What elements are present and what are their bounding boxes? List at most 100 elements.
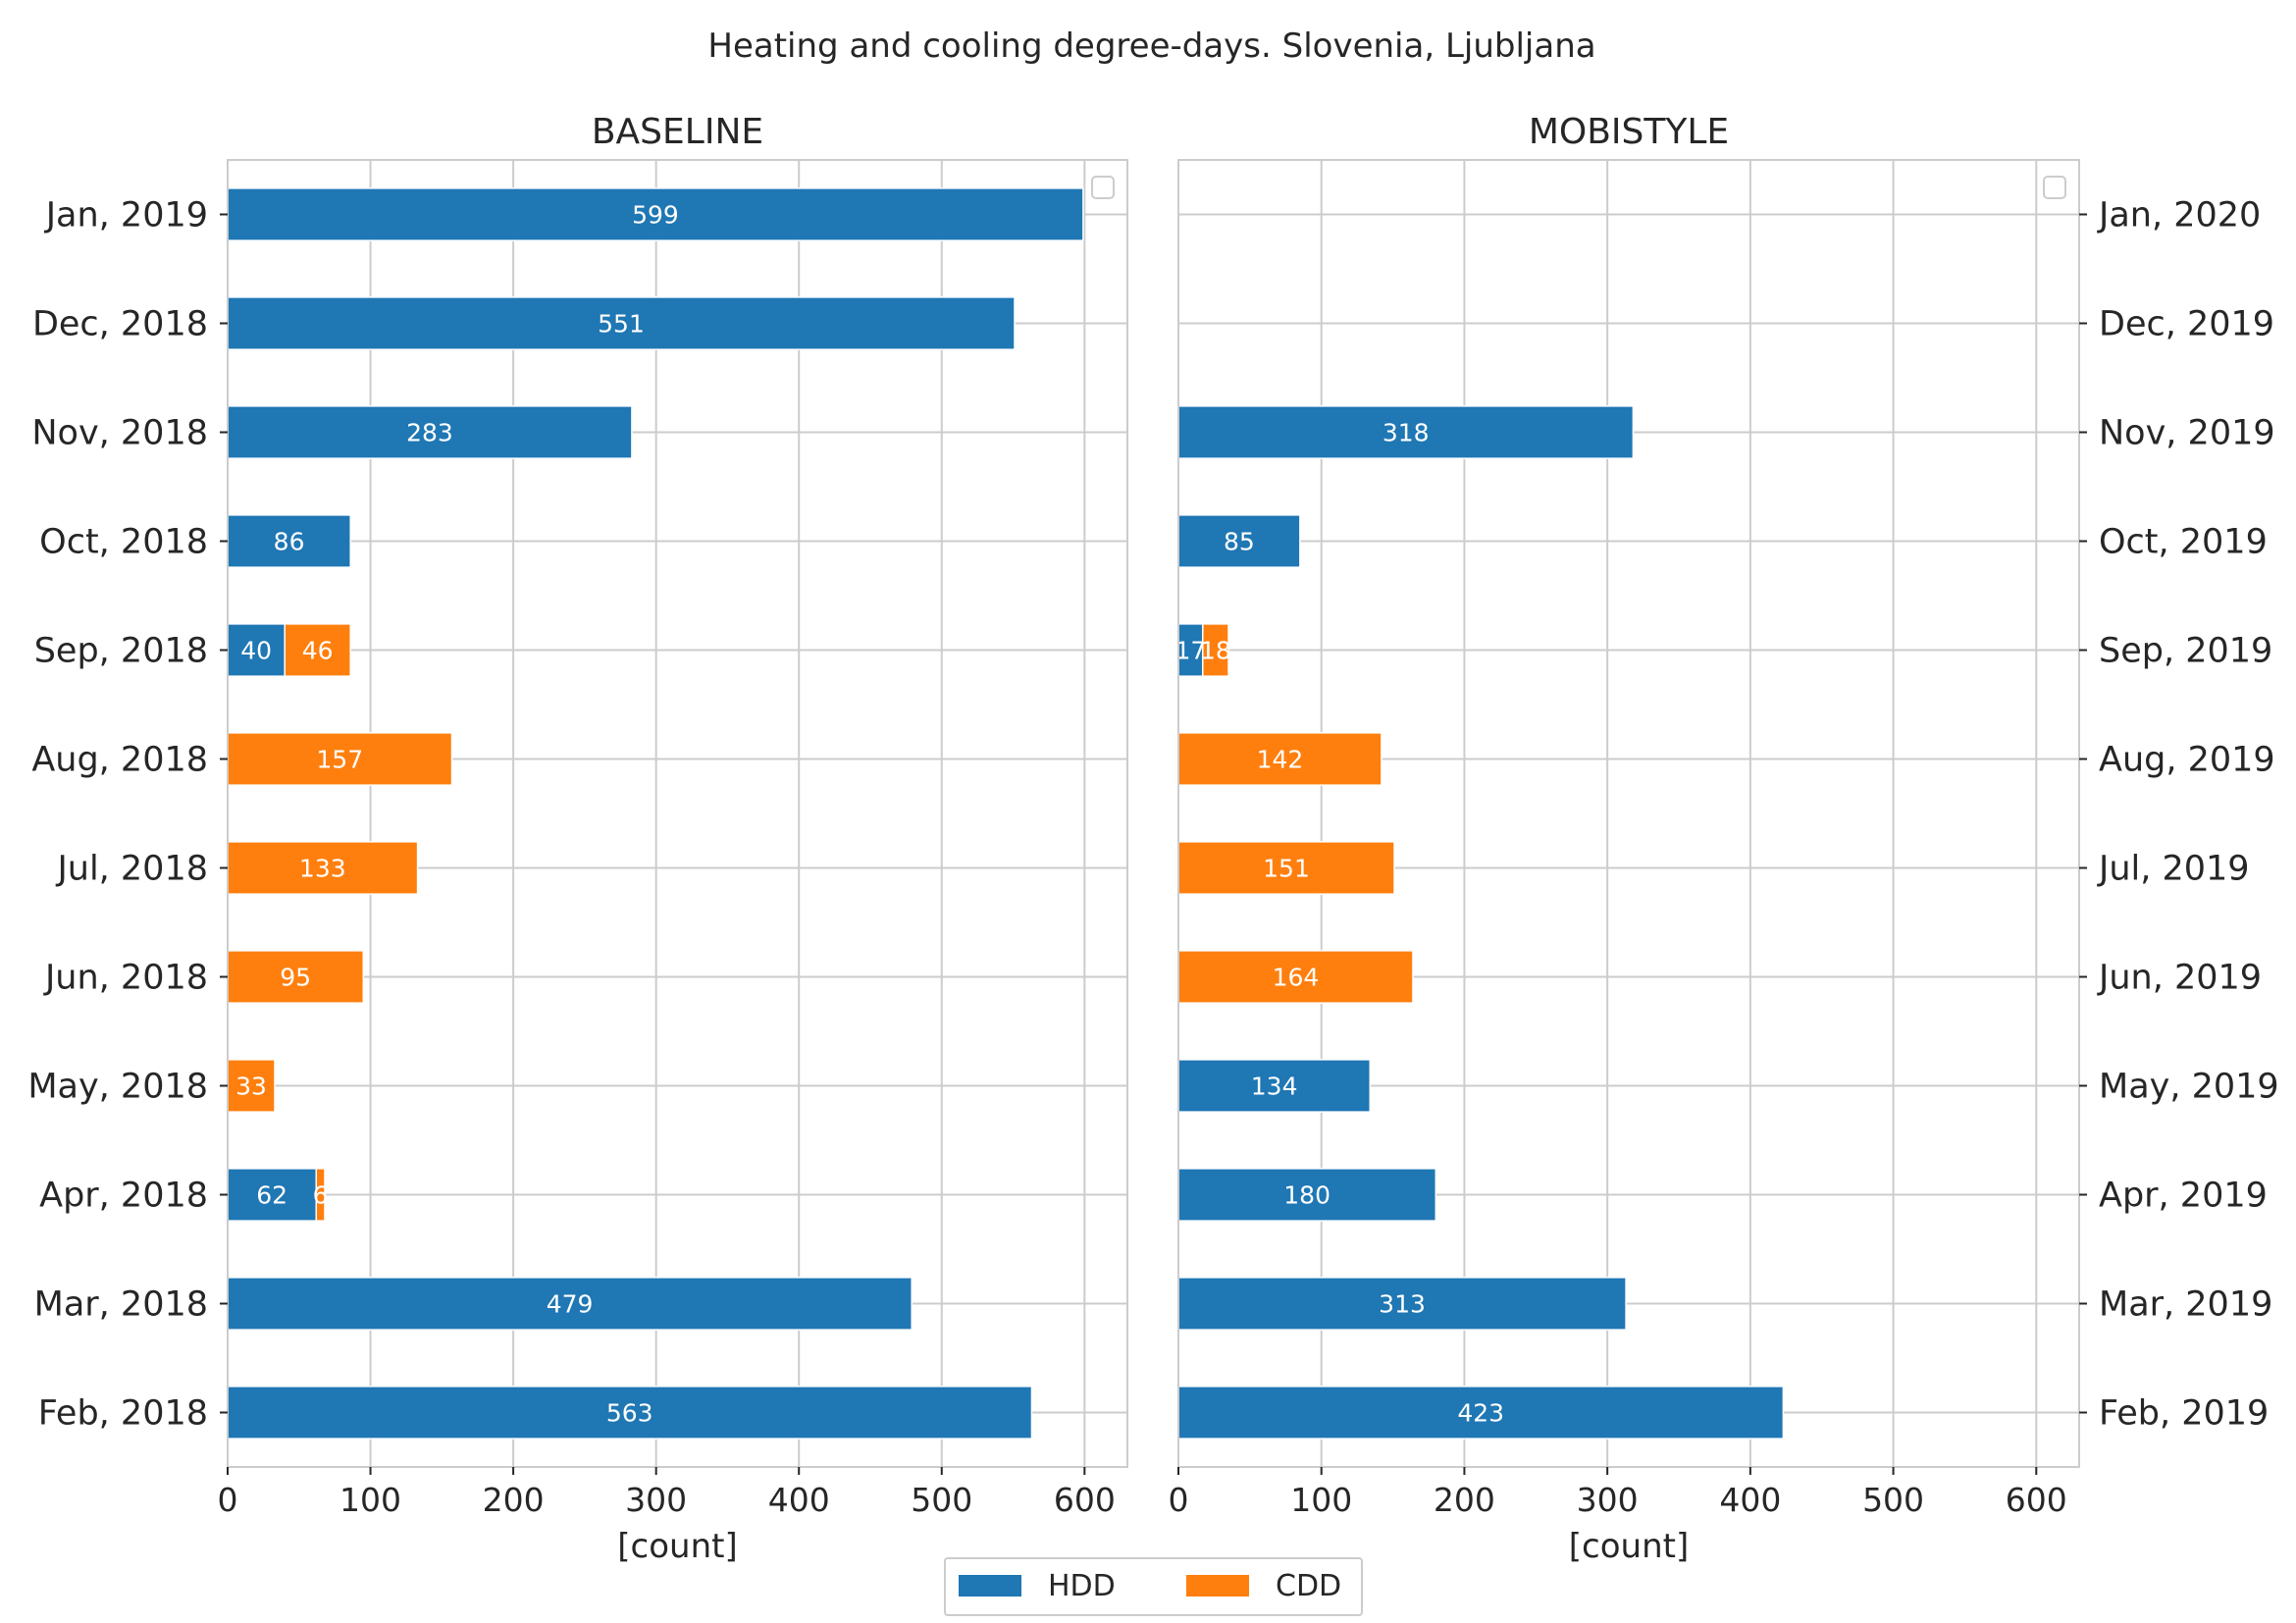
x-tick-label: 400 — [1719, 1481, 1781, 1519]
x-tick-label: 400 — [768, 1481, 830, 1519]
bar-value-label: 599 — [632, 201, 679, 230]
y-tick-label: Sep, 2019 — [2099, 632, 2272, 671]
bar-cdd — [1202, 623, 1229, 677]
bar-value-label: 283 — [406, 419, 453, 447]
bar-value-label: 318 — [1383, 419, 1430, 447]
y-tick-label: Jun, 2018 — [43, 959, 208, 998]
y-tick-label: Jan, 2019 — [44, 196, 208, 236]
x-tick-label: 500 — [911, 1481, 972, 1519]
bar-cdd — [227, 732, 453, 786]
legend: HDD CDD — [944, 1557, 1363, 1616]
bar-hdd — [227, 187, 1084, 241]
bar-hdd — [227, 1168, 317, 1222]
bar-value-label: 18 — [1200, 637, 1231, 665]
x-tick-label: 300 — [1577, 1481, 1639, 1519]
bar-value-label: 479 — [547, 1290, 594, 1319]
bar-hdd — [1177, 1168, 1437, 1222]
x-tick-label: 100 — [1290, 1481, 1352, 1519]
y-tick-label: May, 2018 — [27, 1068, 208, 1107]
y-tick-label: Nov, 2018 — [31, 414, 208, 453]
bar-hdd — [227, 1386, 1033, 1440]
bar-value-label: 142 — [1257, 746, 1304, 774]
bar-hdd — [227, 296, 1016, 350]
plot-area — [1178, 160, 2079, 1467]
empty-legend-box — [2043, 176, 2066, 199]
bar-value-label: 180 — [1283, 1181, 1331, 1210]
x-tick-label: 600 — [1054, 1481, 1116, 1519]
bar-value-label: 86 — [274, 528, 305, 556]
y-tick-label: Apr, 2019 — [2099, 1177, 2268, 1216]
bar-value-label: 46 — [302, 637, 334, 665]
y-tick-label: Mar, 2019 — [2099, 1285, 2272, 1325]
legend-swatch-cdd — [1186, 1575, 1249, 1597]
y-tick-label: Aug, 2019 — [2099, 741, 2275, 780]
bar-cdd — [1177, 732, 1383, 786]
legend-frame — [944, 1557, 1363, 1616]
bar-value-label: 157 — [316, 746, 363, 774]
y-tick-label: Feb, 2018 — [38, 1394, 208, 1434]
figure-title: Heating and cooling degree-days. Sloveni… — [707, 26, 1595, 66]
baseline-panel: 563 479 62 6 33 95 133 157 40 46 86 283 551 599 0 100 20… — [27, 112, 1128, 1566]
y-tick-label: Jan, 2020 — [2097, 196, 2261, 236]
baseline-title: BASELINE — [592, 112, 763, 152]
plot-area — [228, 160, 1127, 1467]
bar-value-label: 17 — [1174, 637, 1206, 665]
x-tick-label: 200 — [1434, 1481, 1495, 1519]
bar-value-label: 551 — [598, 310, 645, 339]
plot-frame — [1177, 159, 2080, 1468]
y-tick-label: Apr, 2018 — [39, 1177, 208, 1216]
y-tick-label: Mar, 2018 — [34, 1285, 208, 1325]
mobistyle-title: MOBISTYLE — [1529, 112, 1729, 152]
legend-label-hdd: HDD — [1048, 1569, 1116, 1603]
bar-cdd — [1177, 950, 1414, 1004]
y-tick-label: Dec, 2019 — [2099, 305, 2274, 344]
bar-value-label: 134 — [1251, 1073, 1298, 1101]
x-tick-label: 200 — [483, 1481, 545, 1519]
bar-value-label: 151 — [1263, 855, 1310, 883]
mobistyle-x-axis-label: [count] — [1569, 1527, 1689, 1566]
bar-hdd — [1177, 1277, 1627, 1331]
bar-value-label: 423 — [1457, 1399, 1504, 1428]
bar-value-label: 40 — [240, 637, 272, 665]
x-tick-label: 600 — [2006, 1481, 2067, 1519]
bar-value-label: 563 — [606, 1399, 653, 1428]
legend-label-cdd: CDD — [1276, 1569, 1341, 1603]
bar-hdd — [227, 514, 351, 568]
y-tick-label: Jun, 2019 — [2097, 959, 2262, 998]
bar-hdd — [1177, 405, 1635, 459]
bar-cdd — [227, 1059, 276, 1113]
plot-frame — [227, 159, 1128, 1468]
y-tick-label: May, 2019 — [2099, 1068, 2279, 1107]
bar-value-label: 313 — [1379, 1290, 1426, 1319]
bar-value-label: 164 — [1273, 964, 1320, 992]
legend-swatch-hdd — [959, 1575, 1021, 1597]
bar-hdd — [227, 1277, 913, 1331]
x-tick-label: 100 — [339, 1481, 401, 1519]
bar-cdd — [227, 950, 365, 1004]
bar-hdd — [227, 623, 286, 677]
y-tick-label: Oct, 2018 — [39, 523, 208, 562]
y-tick-label: Aug, 2018 — [31, 741, 208, 780]
bar-cdd — [284, 623, 351, 677]
y-tick-label: Dec, 2018 — [32, 305, 208, 344]
baseline-x-axis-label: [count] — [617, 1527, 737, 1566]
y-tick-label: Oct, 2019 — [2099, 523, 2268, 562]
bar-cdd — [227, 841, 419, 895]
y-tick-label: Feb, 2019 — [2099, 1394, 2269, 1434]
bar-value-label: 62 — [256, 1181, 287, 1210]
bar-value-label: 6 — [313, 1181, 329, 1210]
x-tick-label: 0 — [218, 1481, 238, 1519]
y-tick-label: Sep, 2018 — [34, 632, 208, 671]
bar-value-label: 33 — [235, 1073, 267, 1101]
bar-cdd — [315, 1168, 326, 1222]
bar-hdd — [1177, 623, 1204, 677]
bar-value-label: 133 — [299, 855, 346, 883]
bar-value-label: 85 — [1224, 528, 1255, 556]
x-tick-label: 300 — [625, 1481, 687, 1519]
bar-value-label: 95 — [280, 964, 311, 992]
x-tick-label: 500 — [1862, 1481, 1924, 1519]
empty-legend-box — [1091, 176, 1115, 199]
bar-hdd — [227, 405, 633, 459]
